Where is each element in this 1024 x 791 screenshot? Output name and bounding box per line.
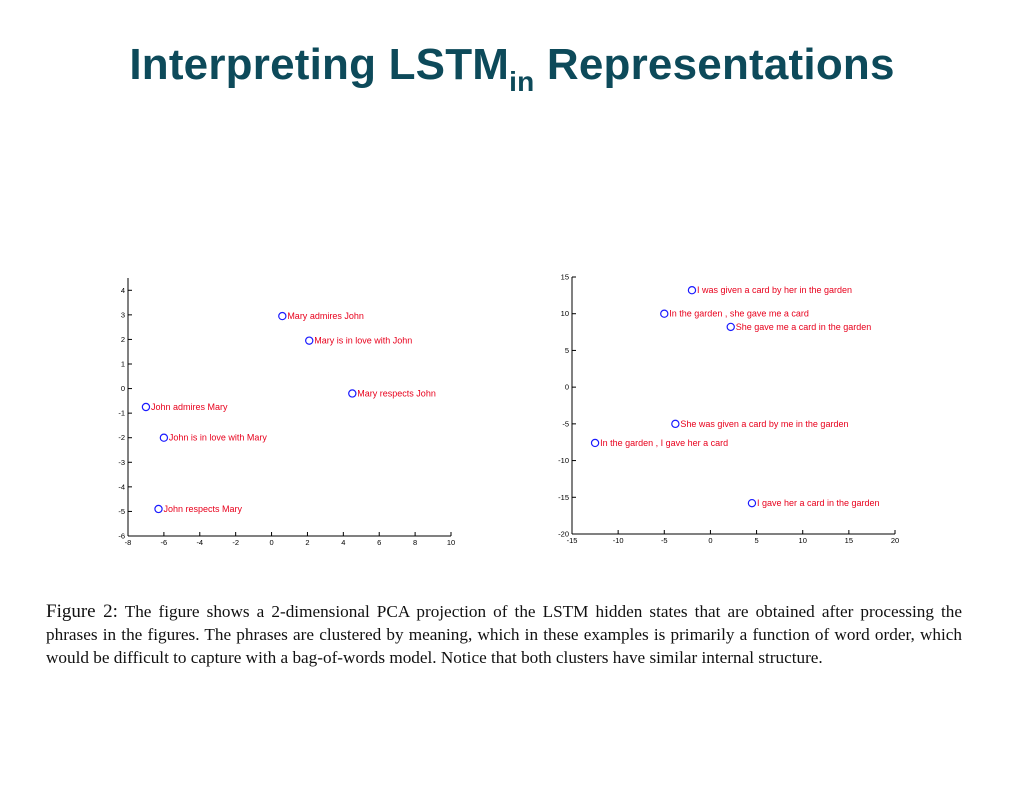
y-tick-label: -20 [558,530,569,539]
x-tick-label: -8 [125,538,132,547]
point-label: I gave her a card in the garden [757,498,880,508]
x-tick-label: -2 [232,538,239,547]
data-point [747,498,757,508]
data-point [671,419,680,429]
y-tick-label: -5 [562,419,569,428]
x-tick-label: -6 [161,538,168,547]
x-tick-label: -5 [661,536,668,545]
data-point [660,309,669,318]
figure-caption: Figure 2: The figure shows a 2-dimension… [46,600,962,669]
x-tick-label: -10 [613,536,624,545]
y-tick-label: -1 [118,409,125,418]
y-tick-label: 5 [565,346,569,355]
data-point [348,389,357,398]
point-label: I was given a card by her in the garden [697,285,852,295]
y-tick-label: 15 [561,273,569,282]
x-tick-label: 8 [413,538,417,547]
y-tick-label: 1 [121,360,125,369]
x-tick-label: 20 [891,536,899,545]
x-tick-label: 2 [305,538,309,547]
x-tick-label: -4 [196,538,203,547]
x-tick-label: 15 [845,536,853,545]
x-tick-label: 10 [447,538,455,547]
slide-title: Interpreting LSTMin Representations [0,40,1024,98]
x-tick-label: 4 [341,538,345,547]
point-label: In the garden , she gave me a card [669,309,809,319]
y-tick-label: -6 [118,532,125,541]
x-tick-label: 10 [799,536,807,545]
point-label: Mary is in love with John [314,336,412,346]
data-point [278,311,287,321]
title-main: Interpreting LSTM [129,40,510,89]
title-rest: Representations [546,40,895,89]
point-label: She was given a card by me in the garden [680,419,848,429]
data-point [687,286,697,295]
y-tick-label: 0 [565,383,569,392]
x-tick-label: 0 [708,536,712,545]
y-tick-label: -3 [118,458,125,467]
point-label: Mary respects John [357,388,436,398]
data-point [590,438,600,448]
x-tick-label: 0 [269,538,273,547]
x-tick-label: -15 [567,536,578,545]
y-tick-label: -15 [558,493,569,502]
data-point [159,433,169,442]
x-tick-label: 5 [754,536,758,545]
y-tick-label: -4 [118,482,125,491]
point-label: John admires Mary [151,402,228,412]
data-point [305,336,314,345]
y-tick-label: -5 [118,507,125,516]
point-label: Mary admires John [287,311,364,321]
caption-figure-label: Figure 2: [46,601,118,622]
data-point [154,504,163,514]
caption-text: The figure shows a 2-dimensional PCA pro… [46,602,962,667]
point-label: John is in love with Mary [169,433,268,443]
y-tick-label: 3 [121,310,125,319]
point-label: She gave me a card in the garden [736,322,872,332]
point-label: John respects Mary [164,504,243,514]
y-tick-label: -2 [118,433,125,442]
title-subscript: in [509,66,535,97]
y-tick-label: 10 [561,309,569,318]
x-tick-label: 6 [377,538,381,547]
y-tick-label: -10 [558,456,569,465]
point-label: In the garden , I gave her a card [600,438,728,448]
y-tick-label: 4 [121,286,125,295]
y-tick-label: 2 [121,335,125,344]
y-tick-label: 0 [121,384,125,393]
data-point [141,402,151,412]
data-point [726,322,735,332]
